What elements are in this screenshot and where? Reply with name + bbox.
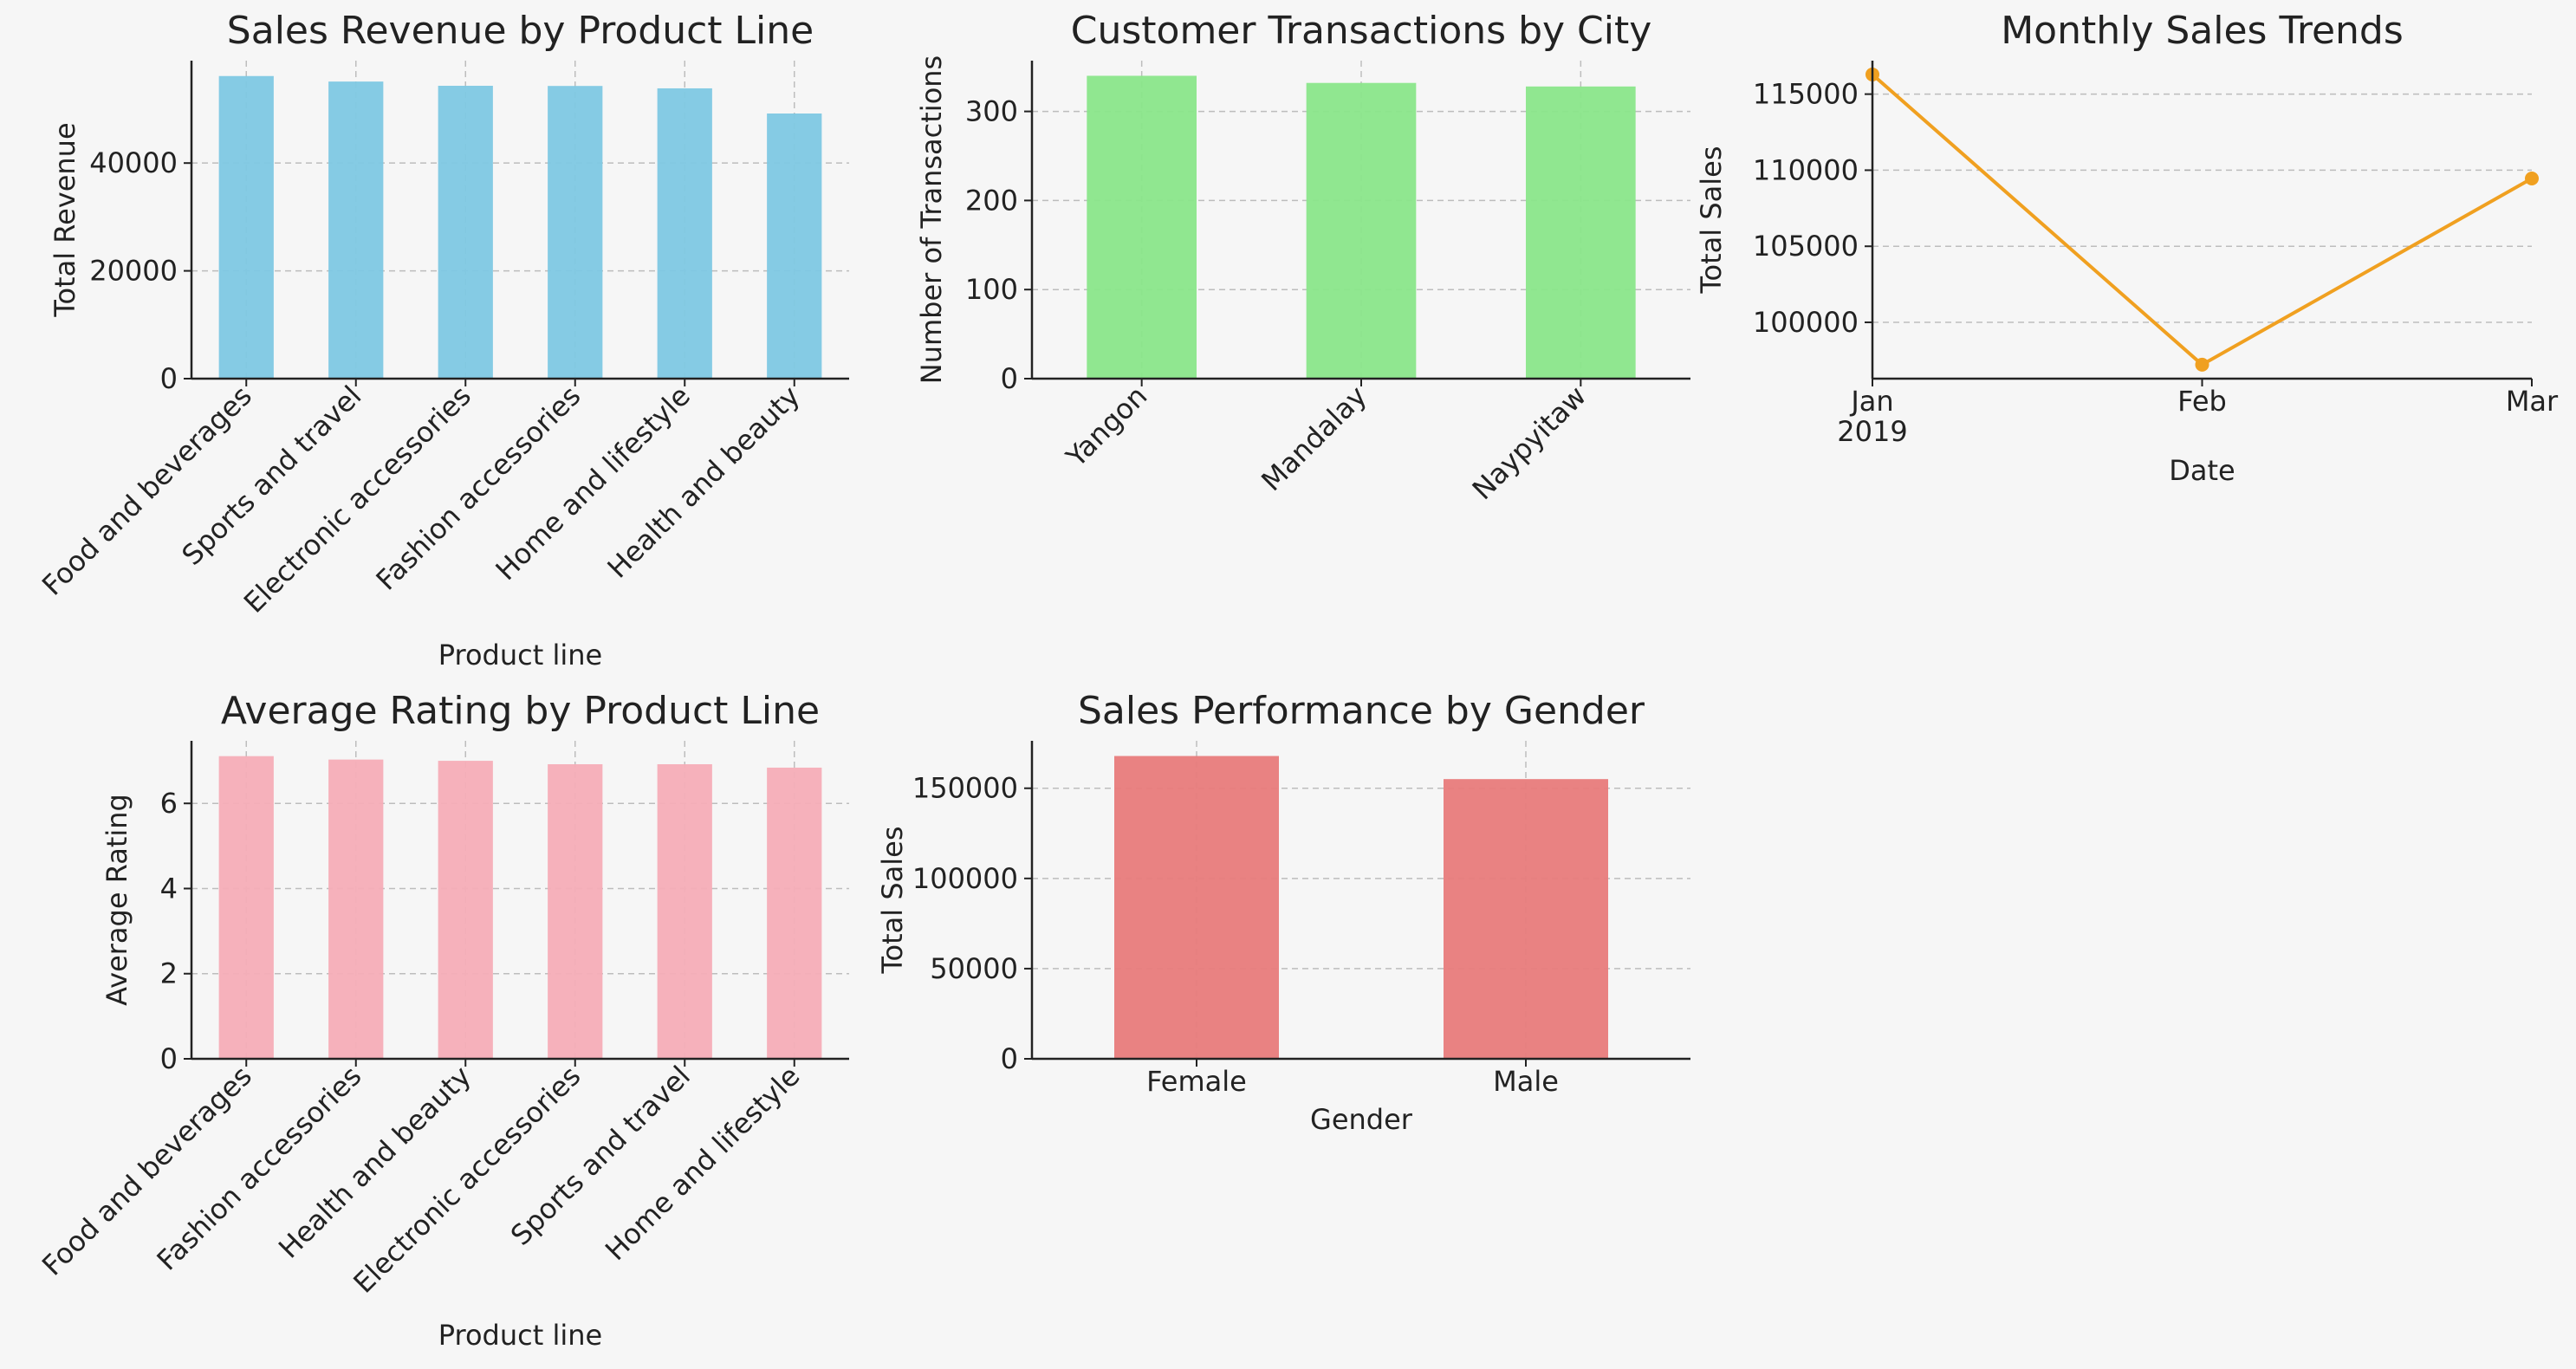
y-tick-label: 100 [965,273,1018,306]
x-tick-label: Yangon [1059,380,1153,474]
bar [1306,82,1417,379]
x-tick-label: Sports and travel [175,380,367,572]
x-tick-label: Sports and travel [504,1060,697,1252]
series-line [1871,73,2533,367]
x-tick-label: Food and beverages [36,380,258,602]
x-axis-label: Product line [438,639,602,672]
y-tick-label: 20000 [89,255,178,288]
y-tick-label: 50000 [930,952,1018,985]
bar [657,88,712,380]
x-tick-label: Electronic accessories [237,380,477,620]
y-tick-label: 0 [1001,1042,1018,1075]
bar [1114,756,1279,1059]
y-tick-label: 100000 [1753,306,1859,339]
chart-2: 0 100 200 300 Yangon Mandalay Naypyitaw Custome… [915,9,1690,506]
x-tick-label: Male [1493,1065,1559,1098]
y-axis-label: Total Sales [876,826,909,974]
x-axis-label: Product line [438,1319,602,1352]
y-tick-label: 0 [1001,362,1018,395]
x-tick-label: Mandalay [1255,380,1372,497]
chart-3: 100000 105000 110000 115000 Jan Feb Mar 2019 Mon… [1695,9,2559,487]
x-tick-label: Health and beauty [272,1060,477,1265]
y-tick-label: 40000 [89,146,178,179]
y-tick-label: 115000 [1753,78,1859,111]
y-tick-label: 0 [160,1042,178,1075]
bar [657,764,712,1059]
bar [438,85,493,380]
y-axis-label: Total Sales [1695,146,1728,294]
x-tick-label: Fashion accessories [151,1060,368,1277]
bar [767,113,822,379]
data-point [2195,357,2209,372]
chart-5: 0 50000 100000 150000 Female Male Sales Perfor… [876,689,1690,1136]
x-tick-label: Naypyitaw [1466,380,1593,506]
y-tick-label: 6 [160,787,178,820]
chart-title: Sales Performance by Gender [1078,689,1645,733]
x-tick-label: Food and beverages [36,1060,258,1282]
x-tick-label: Feb [2177,385,2227,418]
x-tick-label: Female [1146,1065,1247,1098]
bar [328,759,384,1059]
y-tick-label: 110000 [1753,153,1859,186]
x-tick-label: Home and lifestyle [599,1060,806,1267]
y-axis-label: Average Rating [101,794,133,1006]
bar [1087,75,1197,379]
x-axis-label: Gender [1310,1103,1413,1136]
y-axis-label: Total Revenue [49,122,81,317]
x-axis-label: Date [2169,454,2235,487]
bar [1444,779,1608,1059]
x-tick-sublabel: 2019 [1837,415,1907,448]
y-tick-label: 100000 [912,862,1018,895]
y-tick-label: 2 [160,957,178,990]
chart-title: Customer Transactions by City [1071,9,1652,53]
x-tick-label: Home and lifestyle [490,380,697,587]
chart-title: Sales Revenue by Product Line [227,9,814,53]
x-tick-label: Jan [1849,385,1893,418]
bar [548,86,603,379]
y-tick-label: 105000 [1753,230,1859,263]
bar [1526,86,1636,380]
bar [548,764,603,1059]
x-tick-label: Fashion accessories [370,380,587,597]
bar [438,761,493,1059]
x-tick-label: Mar [2506,385,2559,418]
y-tick-label: 150000 [912,772,1018,805]
x-tick-label: Health and beauty [601,380,807,585]
y-tick-label: 4 [160,872,178,905]
bar [218,75,274,380]
bar [328,81,384,379]
bar [218,756,274,1059]
y-tick-label: 0 [160,362,178,395]
chart-title: Monthly Sales Trends [2001,9,2404,53]
y-tick-label: 200 [965,184,1018,217]
data-point [2525,171,2539,185]
y-tick-label: 300 [965,95,1018,128]
y-axis-label: Number of Transactions [915,55,948,384]
chart-title: Average Rating by Product Line [221,689,820,733]
bar [767,767,822,1059]
x-tick-label: Electronic accessories [347,1060,587,1300]
